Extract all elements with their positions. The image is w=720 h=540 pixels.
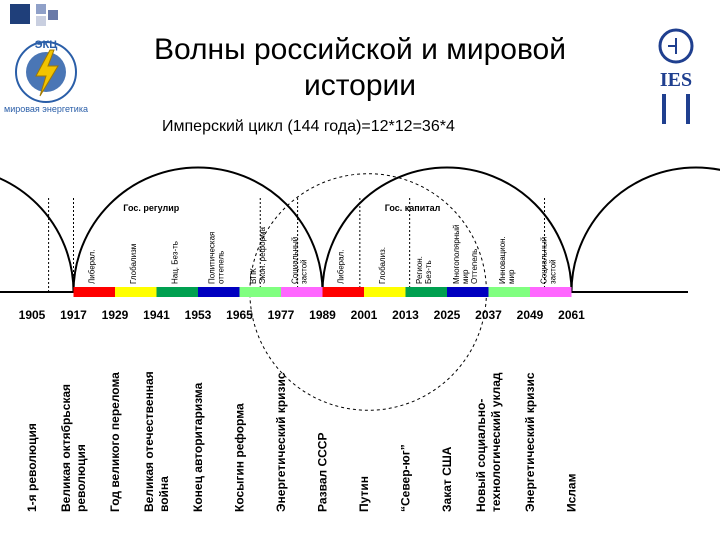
ies-logo: IES — [658, 28, 694, 124]
ies-logo-text: IES — [660, 69, 692, 91]
phase-label: Социальный — [539, 237, 548, 284]
event-label: Энергетический кризис — [523, 372, 537, 512]
event-label: Энергетический кризис — [274, 372, 288, 512]
year-label: 2025 — [434, 308, 461, 322]
phase-label: Регион. — [415, 256, 424, 284]
wave-arc — [0, 177, 75, 293]
phase-segment — [405, 287, 447, 297]
logo-arc-top: ЭКЦ — [35, 39, 58, 51]
ekc-logo: ЭКЦ мировая энергетика — [4, 39, 88, 114]
cycle-subtitle: Имперский цикл (144 года)=12*12=36*4 — [162, 118, 455, 135]
year-label: 1965 — [226, 308, 253, 322]
phase-label: Нац. Без-ть — [170, 241, 179, 284]
year-label: 2001 — [351, 308, 378, 322]
phase-label: Глобализм — [129, 244, 138, 284]
phase-segment — [281, 287, 323, 297]
phase-label: Глобализ. — [378, 247, 387, 284]
wave-arc — [321, 166, 573, 293]
year-label: 1929 — [102, 308, 129, 322]
wave-label: Гос. капитал — [385, 203, 441, 213]
event-label: революция — [74, 444, 88, 512]
year-label: 1989 — [309, 308, 336, 322]
event-label: Закат США — [440, 446, 454, 512]
phase-label: ВПК — [249, 268, 258, 284]
year-label: 1905 — [19, 308, 46, 322]
phase-label: застой — [548, 259, 557, 284]
phase-label: Экон. реформа — [258, 226, 267, 284]
phase-label: мир — [507, 269, 516, 284]
year-label: 1977 — [268, 308, 295, 322]
phase-label: Без-ть — [424, 260, 433, 284]
phase-label: Политическая — [207, 232, 216, 284]
event-label: Год великого перелома — [108, 372, 122, 512]
phase-segment — [73, 287, 115, 297]
phase-segment — [198, 287, 240, 297]
year-label: 1917 — [60, 308, 87, 322]
event-label: Путин — [357, 476, 371, 512]
phase-label: застой — [299, 259, 308, 284]
event-label: Косыгин реформа — [233, 403, 247, 512]
page-title: Волны российской и мировой истории — [153, 33, 567, 102]
event-label: война — [157, 476, 171, 512]
year-label: 2013 — [392, 308, 419, 322]
event-label: Великая отечественная — [142, 371, 156, 512]
logo-arc-bottom: мировая энергетика — [4, 104, 88, 114]
year-label: 2037 — [475, 308, 502, 322]
phase-segment — [115, 287, 157, 297]
corner-square-4 — [48, 10, 58, 20]
corner-square-3 — [36, 16, 46, 26]
event-label: Новый социально- — [474, 399, 488, 512]
event-label: технологический уклад — [489, 372, 503, 512]
lightning-bolt-icon — [35, 49, 59, 97]
phase-label: мир — [461, 269, 470, 284]
phase-segment — [156, 287, 198, 297]
phase-segment — [322, 287, 364, 297]
year-label: 2061 — [558, 308, 585, 322]
phase-label: оттепель — [216, 251, 225, 284]
phase-segment — [530, 287, 572, 297]
phase-label: Либерал. — [336, 250, 345, 284]
wave-arc — [570, 166, 720, 293]
phase-label: Либерал. — [87, 250, 96, 284]
year-label: 1941 — [143, 308, 170, 322]
phase-segment — [364, 287, 406, 297]
corner-square-1 — [10, 4, 30, 24]
wave-arc — [72, 166, 324, 293]
phase-label: Инновацион. — [498, 236, 507, 284]
event-label: “Север-юг” — [399, 444, 413, 512]
event-label: Конец авторитаризма — [191, 382, 205, 512]
corner-square-2 — [36, 4, 46, 14]
phase-label: Социальный — [290, 237, 299, 284]
phase-segment — [239, 287, 281, 297]
year-label: 2049 — [517, 308, 544, 322]
event-label: Великая октябрьская — [59, 384, 73, 512]
event-label: 1-я революция — [25, 423, 39, 512]
event-label: Развал СССР — [316, 433, 330, 512]
wave-label: Гос. регулир — [123, 203, 179, 213]
phase-segment — [447, 287, 489, 297]
phase-segment — [488, 287, 530, 297]
phase-label: Оттепель — [470, 249, 479, 284]
event-label: Ислам — [565, 473, 579, 512]
year-label: 1953 — [185, 308, 212, 322]
phase-label: Многополярный — [452, 225, 461, 284]
